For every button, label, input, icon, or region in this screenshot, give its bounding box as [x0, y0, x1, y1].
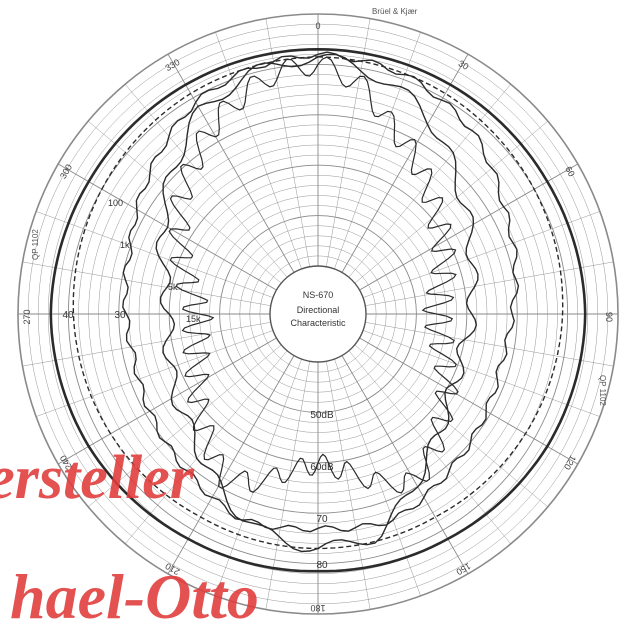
radial-label-left: 40	[62, 310, 74, 321]
grid-spoke	[354, 344, 548, 507]
curve-spiky	[168, 56, 459, 494]
angle-label: 270	[22, 309, 32, 324]
grid-spoke	[365, 322, 614, 367]
form-code-right: QP 1102	[598, 375, 607, 406]
watermark-line-1: lersteller	[0, 444, 195, 512]
radial-label: 60dB	[310, 462, 334, 473]
angle-label: 60	[563, 165, 577, 179]
curve-label: 100	[108, 198, 123, 208]
angle-label: 150	[454, 561, 472, 577]
center-label-1: NS-670	[303, 290, 334, 300]
grid-spoke	[36, 211, 273, 298]
grid-spoke	[341, 355, 469, 575]
grid-spoke	[22, 322, 271, 367]
curve-labels: 100 5k 15k 1k	[108, 198, 201, 324]
grid-spoke	[36, 330, 273, 417]
response-curves	[49, 47, 587, 573]
radial-label: 70	[316, 514, 328, 525]
grid-spoke	[57, 337, 277, 465]
curve-lobed	[155, 53, 479, 553]
grid-spoke	[334, 359, 421, 596]
angle-label: 30	[457, 58, 471, 72]
grid-spoke	[365, 261, 614, 306]
radial-label: 50dB	[310, 410, 334, 421]
grid-spoke	[341, 53, 469, 273]
grid-spoke	[88, 121, 282, 284]
grid-spoke	[88, 344, 282, 507]
grid-spoke	[167, 355, 295, 575]
center-label-2: Directional	[297, 305, 340, 315]
curve-label: 15k	[186, 314, 201, 324]
curve-thin	[122, 51, 520, 533]
curve-label: 1k	[120, 240, 130, 250]
radial-label: 80	[316, 560, 328, 571]
center-disc	[269, 265, 367, 363]
radial-labels: 50dB 60dB 70 80 40 30	[62, 310, 334, 571]
grid-spoke	[359, 163, 579, 291]
grid-spoke	[125, 84, 288, 278]
watermark-line-2: hael-Otto	[10, 561, 259, 632]
form-code-left: QP 1102	[31, 229, 40, 260]
grid-spoke	[265, 18, 310, 267]
radial-label-left: 30	[114, 310, 126, 321]
angle-label: 330	[163, 57, 181, 73]
curve-label: 5k	[168, 282, 178, 292]
grid-spoke	[359, 337, 579, 465]
grid-spoke	[363, 330, 600, 417]
grid-spoke	[22, 261, 271, 306]
angle-label: 180	[310, 603, 325, 613]
angle-label: 90	[604, 312, 614, 322]
center-label-3: Characteristic	[290, 318, 346, 328]
grid-spoke	[215, 32, 302, 269]
angle-label: 0	[315, 21, 320, 31]
grid-spoke	[354, 121, 548, 284]
curve-thick	[49, 47, 587, 573]
grid-spoke	[326, 18, 371, 267]
grid-spoke	[167, 53, 295, 273]
grid-spoke	[334, 32, 421, 269]
grid-spoke	[363, 211, 600, 298]
header-label: Brüel & Kjær	[372, 7, 418, 16]
